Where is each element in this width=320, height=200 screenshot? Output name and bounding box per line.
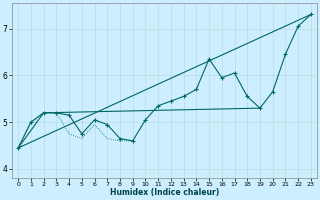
X-axis label: Humidex (Indice chaleur): Humidex (Indice chaleur) [110,188,219,197]
